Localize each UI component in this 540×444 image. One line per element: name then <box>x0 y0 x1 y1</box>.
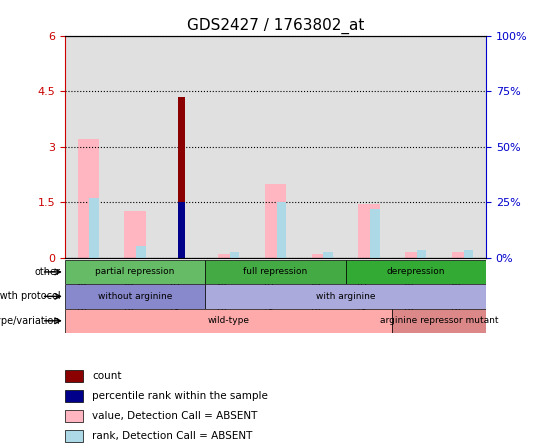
FancyBboxPatch shape <box>205 284 486 309</box>
Bar <box>112 36 158 258</box>
Bar <box>65 370 83 382</box>
Bar <box>370 210 380 258</box>
FancyBboxPatch shape <box>65 309 393 333</box>
Bar <box>346 36 393 258</box>
Title: GDS2427 / 1763802_at: GDS2427 / 1763802_at <box>187 18 364 34</box>
Bar <box>276 202 286 258</box>
Bar <box>178 202 185 258</box>
Bar <box>393 36 439 258</box>
Text: without arginine: without arginine <box>98 292 172 301</box>
Text: growth protocol: growth protocol <box>0 291 60 301</box>
Text: genotype/variation: genotype/variation <box>0 316 60 326</box>
FancyBboxPatch shape <box>65 260 205 284</box>
Bar <box>252 36 299 258</box>
Bar <box>464 250 473 258</box>
Bar <box>452 252 473 258</box>
Text: other: other <box>35 267 60 277</box>
Bar <box>218 254 239 258</box>
Bar <box>65 410 83 422</box>
Bar <box>124 211 145 258</box>
FancyBboxPatch shape <box>393 309 486 333</box>
Bar <box>65 430 83 442</box>
Bar <box>230 252 239 258</box>
Text: wild-type: wild-type <box>207 316 249 325</box>
Bar <box>299 36 346 258</box>
Text: full repression: full repression <box>244 267 307 277</box>
Text: partial repression: partial repression <box>96 267 174 277</box>
Bar <box>359 204 380 258</box>
Bar <box>312 254 333 258</box>
Text: arginine repressor mutant: arginine repressor mutant <box>380 316 498 325</box>
Text: percentile rank within the sample: percentile rank within the sample <box>92 391 268 401</box>
Bar <box>417 250 427 258</box>
Bar <box>89 198 99 258</box>
Text: with arginine: with arginine <box>316 292 375 301</box>
Bar <box>178 97 185 258</box>
FancyBboxPatch shape <box>346 260 486 284</box>
Bar <box>405 252 427 258</box>
Bar <box>65 36 112 258</box>
Text: derepression: derepression <box>387 267 445 277</box>
Bar <box>265 183 286 258</box>
FancyBboxPatch shape <box>205 260 346 284</box>
Text: rank, Detection Call = ABSENT: rank, Detection Call = ABSENT <box>92 431 253 441</box>
Bar <box>136 246 145 258</box>
Bar <box>65 390 83 402</box>
Bar <box>158 36 205 258</box>
Bar <box>323 252 333 258</box>
Text: value, Detection Call = ABSENT: value, Detection Call = ABSENT <box>92 411 258 421</box>
Text: count: count <box>92 371 122 381</box>
FancyBboxPatch shape <box>65 284 205 309</box>
Bar <box>205 36 252 258</box>
Bar <box>439 36 486 258</box>
Bar <box>78 139 99 258</box>
